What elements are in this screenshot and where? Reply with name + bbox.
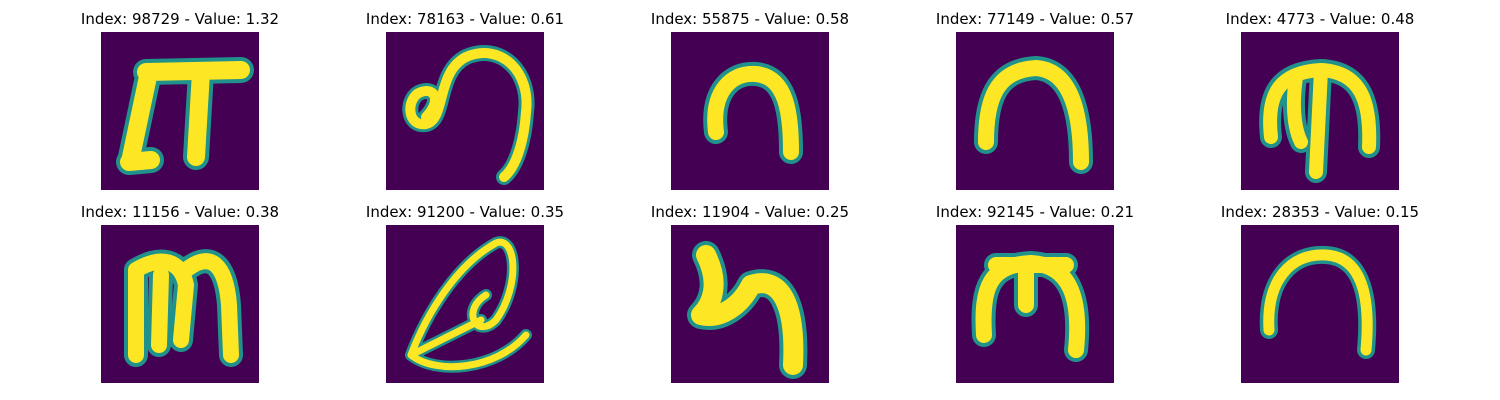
tile-title: Index: 11904 - Value: 0.25: [650, 203, 850, 221]
image-tile: Index: 28353 - Value: 0.15: [1200, 203, 1440, 383]
tile-title: Index: 11156 - Value: 0.38: [80, 203, 280, 221]
tile-title: Index: 77149 - Value: 0.57: [935, 10, 1135, 28]
trident-icon: [1241, 32, 1399, 190]
image-tile: Index: 11156 - Value: 0.38: [60, 203, 300, 383]
image-tile: Index: 4773 - Value: 0.48: [1200, 10, 1440, 190]
pi-icon: [101, 32, 259, 190]
image-tile: Index: 55875 - Value: 0.58: [630, 10, 870, 190]
tile-title: Index: 91200 - Value: 0.35: [365, 203, 565, 221]
m-icon: [101, 225, 259, 383]
tile-title: Index: 28353 - Value: 0.15: [1220, 203, 1420, 221]
image-tile: Index: 98729 - Value: 1.32: [60, 10, 300, 190]
tile-title: Index: 92145 - Value: 0.21: [935, 203, 1135, 221]
hook-icon: [386, 32, 544, 190]
arch-icon: [956, 32, 1114, 190]
image-tile: Index: 78163 - Value: 0.61: [345, 10, 585, 190]
image-tile: Index: 77149 - Value: 0.57: [915, 10, 1155, 190]
image-tile: Index: 91200 - Value: 0.35: [345, 203, 585, 383]
loop-icon: [386, 225, 544, 383]
tile-title: Index: 4773 - Value: 0.48: [1225, 10, 1415, 28]
arch-icon: [671, 32, 829, 190]
tile-title: Index: 78163 - Value: 0.61: [365, 10, 565, 28]
tile-title: Index: 98729 - Value: 1.32: [80, 10, 280, 28]
arch-icon: [1241, 225, 1399, 383]
m-arch-icon: [956, 225, 1114, 383]
hook-arch-icon: [671, 225, 829, 383]
image-tile: Index: 92145 - Value: 0.21: [915, 203, 1155, 383]
tile-title: Index: 55875 - Value: 0.58: [650, 10, 850, 28]
image-tile: Index: 11904 - Value: 0.25: [630, 203, 870, 383]
